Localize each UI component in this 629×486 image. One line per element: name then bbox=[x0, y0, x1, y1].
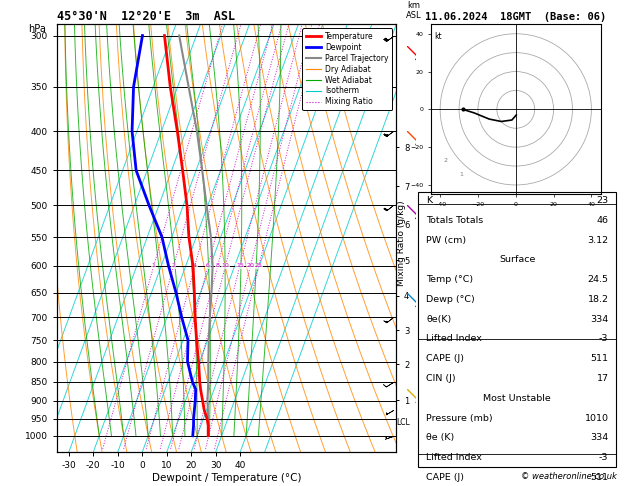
Text: CAPE (J): CAPE (J) bbox=[426, 354, 464, 363]
Text: Dewp (°C): Dewp (°C) bbox=[426, 295, 475, 304]
Text: 1010: 1010 bbox=[584, 414, 608, 422]
Text: Totals Totals: Totals Totals bbox=[426, 216, 484, 225]
Text: Most Unstable: Most Unstable bbox=[484, 394, 551, 403]
X-axis label: Dewpoint / Temperature (°C): Dewpoint / Temperature (°C) bbox=[152, 473, 301, 483]
Text: 2: 2 bbox=[444, 158, 448, 163]
Text: hPa: hPa bbox=[28, 24, 46, 35]
Text: 11.06.2024  18GMT  (Base: 06): 11.06.2024 18GMT (Base: 06) bbox=[425, 12, 606, 22]
Text: Lifted Index: Lifted Index bbox=[426, 334, 482, 344]
Text: CAPE (J): CAPE (J) bbox=[426, 473, 464, 482]
Text: 3.12: 3.12 bbox=[587, 236, 608, 244]
Text: Mixing Ratio (g/kg): Mixing Ratio (g/kg) bbox=[397, 200, 406, 286]
Text: θe (K): θe (K) bbox=[426, 434, 455, 442]
Text: 511: 511 bbox=[591, 473, 608, 482]
Text: kt: kt bbox=[435, 32, 442, 41]
Text: -3: -3 bbox=[599, 453, 608, 462]
Text: 17: 17 bbox=[596, 374, 608, 383]
Text: -3: -3 bbox=[599, 334, 608, 344]
Text: 1: 1 bbox=[152, 263, 155, 268]
Text: 46: 46 bbox=[596, 216, 608, 225]
Text: 25: 25 bbox=[255, 263, 263, 268]
Text: 10: 10 bbox=[221, 263, 230, 268]
Text: CIN (J): CIN (J) bbox=[426, 374, 456, 383]
Text: Pressure (mb): Pressure (mb) bbox=[426, 414, 493, 422]
Text: Surface: Surface bbox=[499, 256, 535, 264]
Text: K: K bbox=[426, 196, 432, 205]
Text: 334: 334 bbox=[590, 315, 608, 324]
Text: LCL: LCL bbox=[396, 417, 410, 427]
Text: 24.5: 24.5 bbox=[587, 275, 608, 284]
Text: 1: 1 bbox=[459, 172, 463, 176]
Text: 4: 4 bbox=[193, 263, 197, 268]
Text: 15: 15 bbox=[236, 263, 243, 268]
Legend: Temperature, Dewpoint, Parcel Trajectory, Dry Adiabat, Wet Adiabat, Isotherm, Mi: Temperature, Dewpoint, Parcel Trajectory… bbox=[302, 28, 392, 110]
Text: Lifted Index: Lifted Index bbox=[426, 453, 482, 462]
Text: 6: 6 bbox=[206, 263, 210, 268]
Text: 20: 20 bbox=[247, 263, 254, 268]
Text: 2: 2 bbox=[172, 263, 175, 268]
Text: km
ASL: km ASL bbox=[406, 0, 421, 20]
Text: © weatheronline.co.uk: © weatheronline.co.uk bbox=[521, 472, 616, 481]
Text: θe(K): θe(K) bbox=[426, 315, 452, 324]
Text: PW (cm): PW (cm) bbox=[426, 236, 466, 244]
Text: 334: 334 bbox=[590, 434, 608, 442]
Text: 511: 511 bbox=[591, 354, 608, 363]
Text: 18.2: 18.2 bbox=[587, 295, 608, 304]
Text: Temp (°C): Temp (°C) bbox=[426, 275, 474, 284]
Text: 8: 8 bbox=[216, 263, 220, 268]
Text: 23: 23 bbox=[596, 196, 608, 205]
Text: 45°30'N  12°20'E  3m  ASL: 45°30'N 12°20'E 3m ASL bbox=[57, 10, 235, 23]
